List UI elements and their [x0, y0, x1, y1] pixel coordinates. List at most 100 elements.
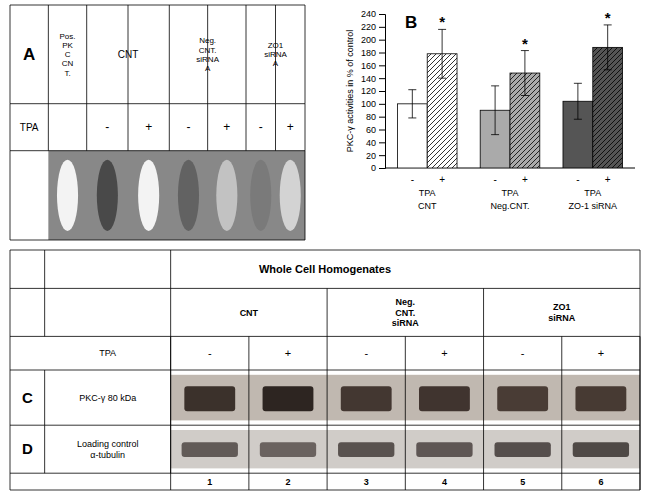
y-tick-mark: [379, 91, 385, 92]
column-header-line: Neg.: [199, 36, 216, 45]
gel-band: [216, 160, 237, 231]
group-sublabel-line: TPA: [584, 188, 601, 198]
y-tick-label: 40: [366, 138, 376, 148]
y-tick: 180: [361, 48, 385, 58]
gel-band: [416, 442, 472, 457]
y-tick: 20: [366, 151, 385, 161]
error-bar: [604, 25, 612, 70]
row-label-line: TPA: [20, 122, 39, 133]
gel-background: [48, 151, 305, 240]
lane-label: -: [105, 120, 109, 134]
table-line: [48, 5, 49, 104]
table-line: [10, 240, 305, 241]
column-header: CNT: [118, 49, 139, 60]
column-header-line: ZO1: [268, 41, 284, 50]
y-tick-mark: [379, 14, 385, 15]
table-line: [44, 250, 45, 288]
column-header-line: siRNA: [196, 55, 219, 64]
significance-mark: *: [522, 35, 528, 52]
lane-label-line: +: [285, 347, 291, 359]
lane-label: -: [208, 347, 212, 359]
lane-label-line: -: [364, 347, 368, 359]
lane-label: +: [598, 347, 604, 359]
gel-band: [338, 442, 394, 457]
group-label-line: ZO-1 siRNA: [569, 201, 618, 211]
error-bar: [521, 51, 529, 96]
lane-label: -: [186, 120, 190, 134]
y-tick-label: 220: [361, 22, 376, 32]
lane-number: 5: [520, 477, 525, 487]
tpa-sign-line: -: [411, 174, 414, 185]
plot-area: [397, 25, 622, 168]
y-tick: 120: [361, 86, 385, 96]
column-header-line: A: [273, 59, 279, 68]
y-tick: 240: [361, 9, 385, 19]
y-tick-mark: [379, 78, 385, 79]
lane-number-line: 4: [442, 477, 447, 487]
table-line: [10, 336, 640, 337]
y-tick-label: 60: [366, 125, 376, 135]
y-tick: 220: [361, 22, 385, 32]
table-line: [86, 104, 87, 151]
lane-label: -: [364, 347, 368, 359]
table-line: [405, 336, 406, 490]
column-header-line: CN: [62, 59, 74, 68]
table-line: [10, 288, 640, 289]
column-header-line: siRNA: [392, 318, 420, 328]
gel-bands: [57, 160, 301, 231]
lane-label-line: +: [223, 120, 230, 134]
column-header-line: Neg.: [396, 297, 416, 307]
y-tick-label: 80: [366, 112, 376, 122]
table-line: [128, 104, 129, 151]
column-header-line: CNT: [240, 308, 259, 318]
y-tick: 80: [366, 112, 385, 122]
lane-label: +: [287, 120, 294, 134]
table-line: [170, 288, 171, 336]
y-tick-mark: [379, 65, 385, 66]
group-label: CNT: [418, 201, 437, 211]
panel-b: 020406080100120140160180200220240---+*+*…: [345, 9, 635, 211]
table-line: [169, 5, 170, 104]
lane-number-line: 3: [364, 477, 369, 487]
table-line: [169, 104, 170, 151]
column-header: CNT: [240, 308, 259, 318]
gel-band: [57, 160, 78, 231]
y-tick-label: 200: [361, 35, 376, 45]
table-line: [10, 473, 640, 474]
gel-band: [182, 442, 238, 457]
column-header-line: ZO1: [553, 302, 571, 312]
column-header: ZO1siRNA: [548, 302, 576, 322]
gel-band: [260, 442, 316, 457]
gel-band: [184, 386, 235, 411]
panel-label-line: C: [22, 389, 33, 406]
lane-number: 1: [207, 477, 212, 487]
group-label: Neg.CNT.: [490, 201, 529, 211]
table-line: [640, 250, 641, 490]
gel-band: [497, 386, 548, 411]
table-line: [305, 104, 306, 151]
table-title: Whole Cell Homogenates: [259, 263, 391, 275]
lane-label: +: [145, 120, 152, 134]
y-tick: 60: [366, 125, 385, 135]
group-sublabel: TPA: [419, 188, 436, 198]
table-title-line: Whole Cell Homogenates: [259, 263, 391, 275]
y-tick-mark: [379, 104, 385, 105]
table-line: [248, 336, 249, 490]
panel-label: D: [22, 440, 33, 457]
lane-label-line: -: [259, 120, 263, 134]
y-tick: 40: [366, 138, 385, 148]
y-tick: 0: [371, 163, 385, 173]
panel-b-texts: ---+*+*+*TPACNTTPANeg.CNT.TPAZO-1 siRNAP…: [345, 9, 617, 211]
lane-number: 6: [598, 477, 603, 487]
row-label: TPA: [99, 348, 116, 358]
y-tick-mark: [379, 53, 385, 54]
lane-label-line: +: [145, 120, 152, 134]
y-tick-label: 20: [366, 151, 376, 161]
lane-number-line: 5: [520, 477, 525, 487]
table-line: [305, 5, 306, 104]
group-label-line: Neg.CNT.: [490, 201, 529, 211]
y-tick-mark: [379, 155, 385, 156]
row-name-line: PKC-γ 80 kDa: [79, 393, 136, 403]
table-line: [483, 336, 484, 490]
figure: APos.PKCCNT.CNTNeg.CNT.siRNAAZO1siRNAATP…: [0, 0, 650, 495]
